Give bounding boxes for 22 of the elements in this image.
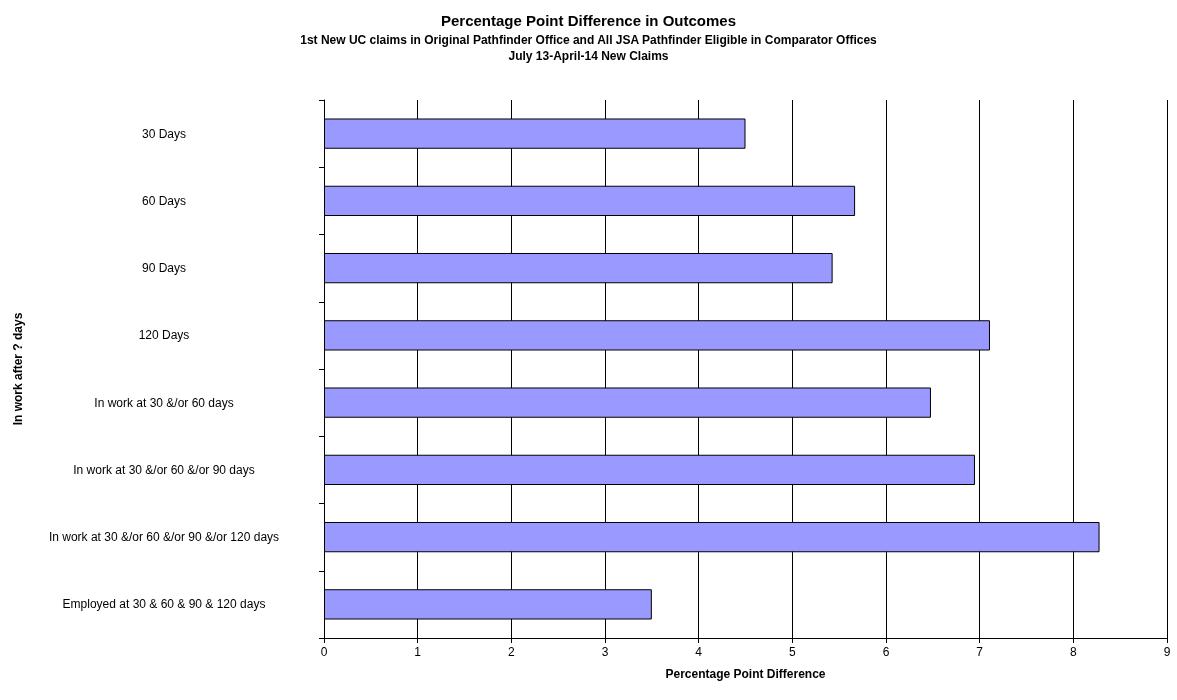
x-axis-title: Percentage Point Difference (665, 667, 826, 681)
y-tick-label: 120 Days (138, 328, 190, 343)
x-tick-label: 4 (695, 645, 703, 659)
x-tick-label: 2 (507, 645, 515, 659)
y-tick-label: In work at 30 &/or 60 days (94, 395, 234, 410)
x-tick-label: 8 (1069, 645, 1077, 659)
y-tick-label: Employed at 30 & 60 & 90 & 120 days (62, 597, 266, 612)
chart-subtitle: 1st New UC claims in Original Pathfinder Office and All JSA Pathfinder Eligible in Comparator Offices July 13-April-14 New Claims (300, 33, 878, 63)
y-axis-title: In work after ? days (11, 312, 25, 426)
y-tick-label: 30 Days (141, 126, 187, 141)
y-tick-label: In work at 30 &/or 60 &/or 90 days (73, 462, 255, 477)
y-tick-label: 60 Days (141, 193, 187, 208)
y-tick-label: In work at 30 &/or 60 &/or 90 &/or 120 days (48, 530, 280, 545)
x-tick-label: 6 (882, 645, 890, 659)
x-tick-label: 1 (414, 645, 422, 659)
x-tick-label: 3 (601, 645, 609, 659)
x-tick-label: 7 (976, 645, 984, 659)
x-tick-label: 0 (320, 645, 328, 659)
y-tick-label: 90 Days (141, 261, 187, 276)
x-tick-label: 9 (1163, 645, 1171, 659)
chart-title: Percentage Point Difference in Outcomes (440, 12, 737, 29)
x-tick-label: 5 (788, 645, 796, 659)
